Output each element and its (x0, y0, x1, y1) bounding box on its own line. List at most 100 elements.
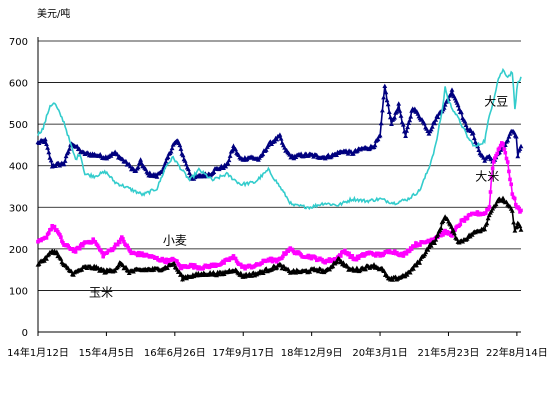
data-point (515, 153, 521, 159)
data-point (389, 121, 394, 126)
data-point (381, 268, 387, 273)
y-tick-label: 400 (9, 162, 28, 173)
data-point (223, 164, 229, 169)
data-point (233, 256, 238, 261)
data-point (59, 235, 63, 239)
data-point (81, 244, 85, 248)
data-point (99, 248, 103, 253)
y-tick-label: 0 (22, 328, 28, 339)
data-point (165, 154, 171, 160)
labels-group: 0 100 200 300 400 500 600 700 14年1月12日 15年4月5日 16年… (7, 37, 548, 359)
data-point (65, 149, 71, 154)
series-玉米 (35, 195, 524, 283)
data-point (489, 175, 494, 180)
data-point (418, 243, 422, 247)
data-point (463, 122, 469, 127)
data-point (356, 256, 361, 260)
data-point (147, 170, 153, 175)
data-point (126, 245, 130, 250)
data-point (192, 266, 196, 270)
data-point (509, 182, 513, 187)
data-point (122, 239, 126, 244)
data-point (139, 253, 143, 258)
data-point (112, 268, 118, 273)
series-label-玉米: 玉米 (89, 286, 113, 300)
data-point (260, 261, 264, 265)
data-point (162, 161, 168, 166)
data-point (482, 226, 488, 232)
data-point (375, 136, 381, 142)
data-point (120, 262, 126, 268)
series-markers-玉米 (35, 195, 524, 282)
y-tick-label: 600 (9, 79, 28, 90)
data-point (503, 150, 508, 155)
data-point (426, 131, 432, 136)
data-point (222, 261, 226, 265)
data-point (334, 258, 340, 264)
data-point (284, 251, 288, 256)
series-markers-小麦 (36, 141, 523, 271)
data-point (44, 236, 49, 240)
data-point (403, 133, 408, 138)
data-point (282, 145, 287, 150)
data-point (191, 263, 195, 267)
data-point (63, 153, 69, 159)
data-point (55, 228, 59, 232)
data-point (459, 109, 464, 115)
data-point (423, 249, 429, 255)
series-line-大米 (37, 67, 522, 211)
data-point (114, 151, 120, 157)
data-point (440, 218, 446, 223)
data-point (486, 212, 492, 218)
data-point (407, 117, 413, 123)
data-point (52, 224, 57, 229)
data-point (186, 166, 191, 172)
data-point (398, 253, 402, 258)
data-point (105, 250, 110, 255)
data-point (453, 228, 457, 232)
data-point (307, 269, 313, 274)
data-point (168, 149, 174, 154)
x-tick-label: 18年12月9日 (281, 346, 343, 359)
data-point (48, 158, 54, 163)
data-point (407, 249, 412, 253)
data-point (44, 256, 49, 261)
data-point (501, 142, 505, 146)
data-point (495, 151, 499, 156)
data-point (121, 237, 125, 241)
data-point (112, 245, 117, 249)
data-point (380, 108, 385, 113)
data-point (471, 135, 477, 141)
data-point (402, 273, 408, 279)
data-point (404, 128, 409, 133)
data-point (517, 223, 523, 228)
data-point (274, 137, 280, 142)
data-point (465, 216, 470, 221)
data-point (404, 252, 409, 256)
data-point (490, 166, 495, 171)
data-point (489, 208, 494, 213)
data-point (154, 174, 160, 179)
data-point (313, 256, 318, 260)
data-point (137, 250, 141, 255)
data-point (54, 249, 60, 254)
data-point (456, 106, 462, 111)
series-小麦 (36, 141, 523, 271)
data-point (484, 211, 488, 216)
data-point (388, 114, 393, 120)
series-label-大豆: 大豆 (484, 94, 508, 108)
data-point (61, 241, 65, 245)
data-point (409, 247, 414, 251)
data-point (450, 234, 454, 238)
data-point (178, 146, 184, 151)
data-point (518, 227, 524, 232)
data-point (175, 259, 179, 263)
series-label-小麦: 小麦 (163, 234, 187, 248)
data-point (339, 254, 343, 258)
data-point (438, 225, 444, 230)
data-point (138, 157, 143, 162)
data-point (225, 160, 231, 166)
data-point (401, 254, 406, 258)
data-point (462, 219, 467, 223)
data-point (383, 89, 389, 95)
